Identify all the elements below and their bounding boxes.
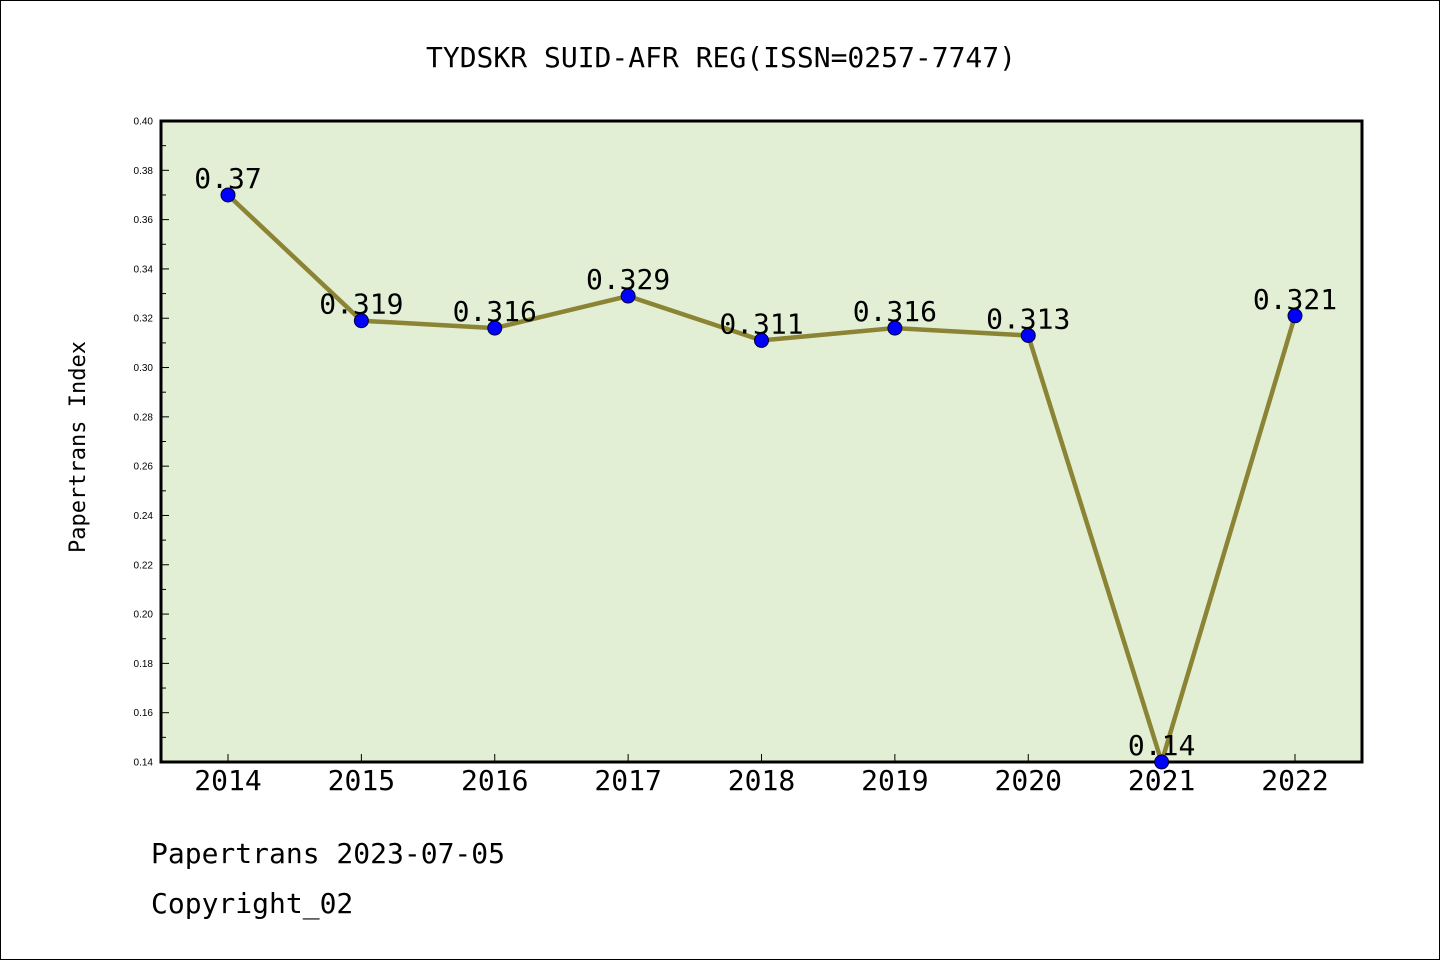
y-tick-label: 0.16 [134, 708, 154, 719]
y-tick-label: 0.20 [134, 610, 154, 621]
y-tick-label: 0.14 [134, 758, 154, 769]
x-tick-label: 2022 [1261, 764, 1328, 797]
y-tick-label: 0.22 [134, 560, 154, 571]
plot-area [159, 119, 1364, 764]
data-point [1154, 754, 1170, 770]
x-tick-label: 2017 [594, 764, 661, 797]
data-label: 0.329 [586, 263, 670, 296]
y-tick-label: 0.18 [134, 659, 154, 670]
x-tick-label: 2018 [728, 764, 795, 797]
data-point [754, 332, 769, 348]
x-tick-label: 2016 [461, 764, 528, 797]
y-tick-label: 0.38 [134, 166, 154, 177]
y-axis-title: Papertrans Index [66, 341, 91, 553]
data-point [887, 320, 903, 336]
data-label: 0.37 [194, 162, 261, 195]
data-point [1020, 327, 1036, 343]
y-tick-label: 0.26 [134, 462, 154, 473]
y-axis: 0.14 0.16 0.18 0.20 0.22 0.24 0.26 0.28 0.30 0.32… [134, 117, 169, 769]
y-tick-label: 0.30 [134, 363, 154, 374]
data-point [620, 288, 636, 304]
data-label: 0.14 [1128, 729, 1195, 762]
y-tick-label: 0.32 [134, 314, 154, 325]
data-label-group: 0.37 0.319 0.316 0.329 0.311 0.316 0.313 0.14 0.… [194, 162, 1337, 762]
data-point [487, 320, 503, 336]
data-point [353, 313, 369, 329]
y-tick-label: 0.36 [134, 215, 154, 226]
data-label: 0.316 [453, 295, 537, 328]
data-label: 0.321 [1253, 283, 1337, 316]
x-tick-label: 2019 [861, 764, 928, 797]
y-tick-label: 0.28 [134, 412, 154, 423]
y-tick-label: 0.24 [134, 511, 154, 522]
y-tick-label: 0.40 [134, 117, 154, 128]
chart-title: TYDSKR SUID-AFR REG(ISSN=0257-7747) [426, 41, 1016, 74]
marker-group [220, 187, 1303, 770]
x-tick-label: 2014 [194, 764, 261, 797]
data-label: 0.316 [853, 295, 937, 328]
data-label: 0.311 [719, 307, 803, 340]
data-label: 0.313 [986, 302, 1070, 335]
x-axis: 2014 2015 2016 2017 2018 2019 2020 2021 2022 [194, 754, 1329, 797]
data-label: 0.319 [319, 288, 403, 321]
footer-copyright: Copyright_02 [151, 887, 354, 920]
data-point [220, 187, 236, 203]
footer-date: Papertrans 2023-07-05 [151, 837, 506, 870]
x-tick-label: 2020 [995, 764, 1062, 797]
x-tick-label: 2015 [328, 764, 395, 797]
data-point [1287, 308, 1303, 324]
y-tick-label: 0.34 [134, 264, 154, 275]
